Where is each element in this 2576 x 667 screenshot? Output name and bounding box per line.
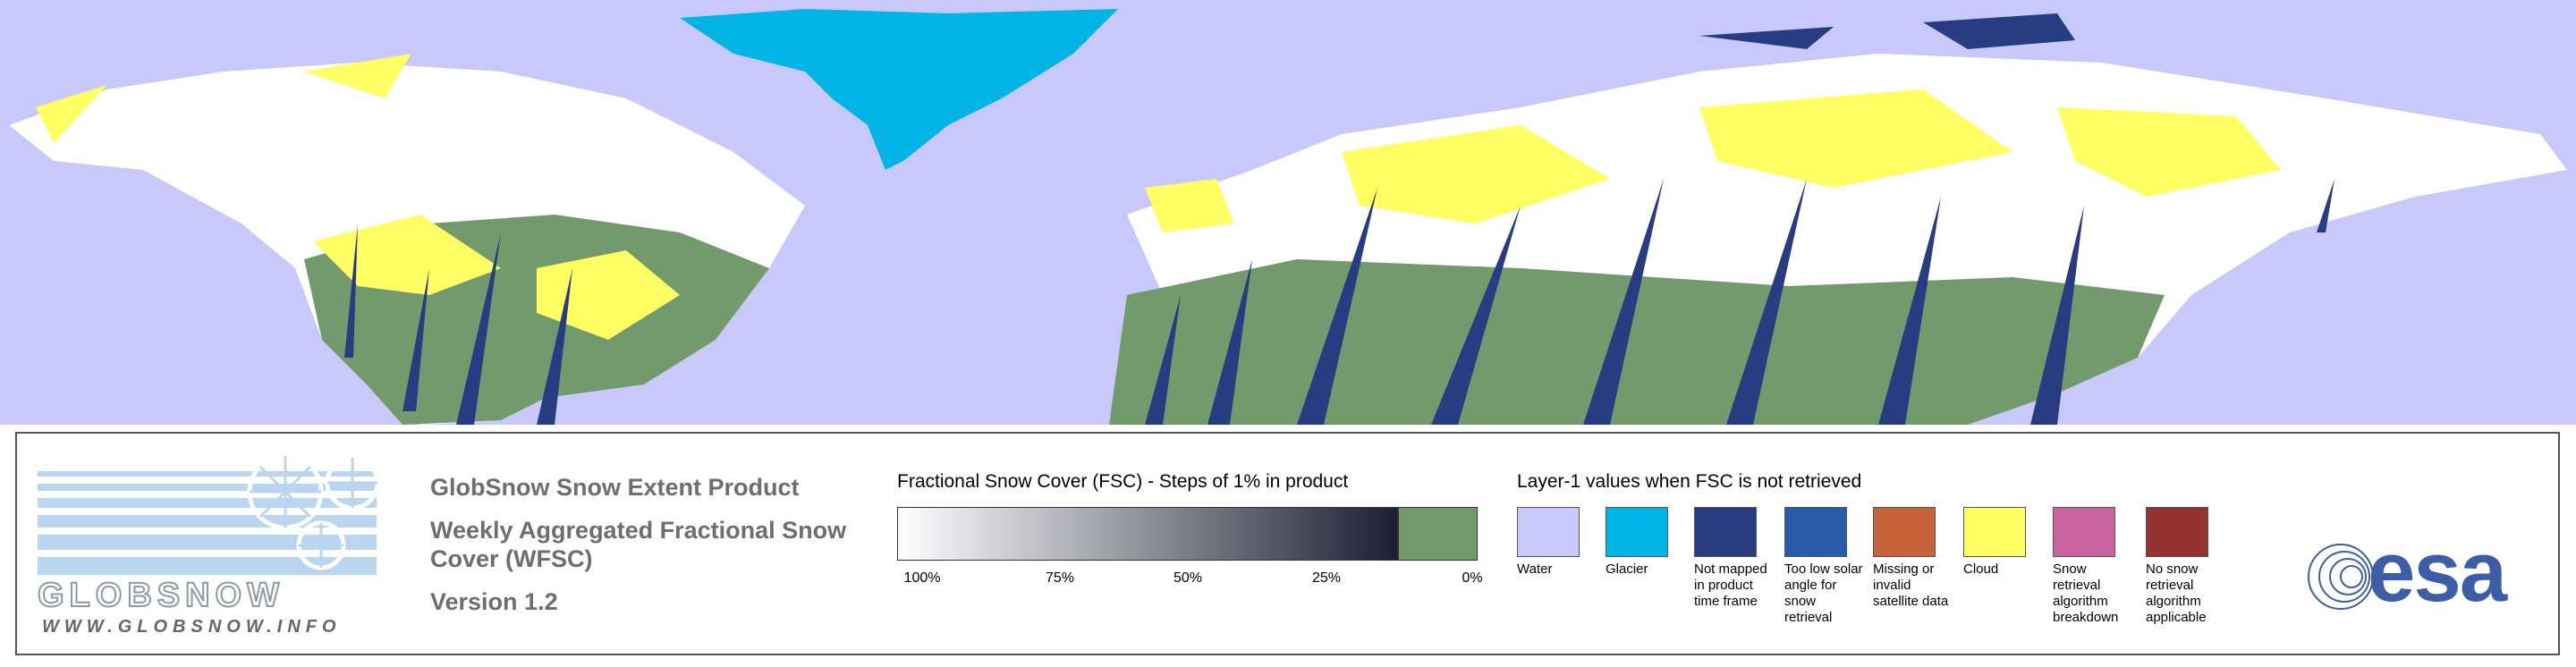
logo-stripe [38, 515, 377, 528]
legend-label: No snow retrieval algorithm applicable [2146, 561, 2207, 625]
unmapped-swaths [344, 179, 2334, 425]
logo-name: GLOBSNOW [37, 576, 284, 615]
eurasia-cloud [1145, 89, 2281, 232]
fsc-tick-label: 50% [1173, 570, 1203, 586]
legend-swatch [1694, 507, 1757, 557]
legend-swatch [1873, 507, 1936, 557]
fsc-tick-label: 75% [1045, 570, 1075, 586]
snowflakes [247, 453, 380, 570]
product-version: Version 1.2 [430, 588, 558, 615]
legend-label: Snow retrieval algorithm breakdown [2053, 561, 2119, 625]
greenland [680, 9, 1118, 170]
legend-label: Cloud [1963, 561, 1999, 577]
legend-label: Glacier [1606, 561, 1648, 577]
legend-label: Water [1517, 561, 1553, 577]
legend-swatch [2146, 507, 2208, 557]
north-america-cloud [313, 215, 680, 340]
fsc-tick-label: 0% [1462, 570, 1483, 586]
legend-swatch [1517, 507, 1580, 557]
fsc-tick-label: 100% [903, 570, 941, 586]
arctic-islands [1699, 13, 2075, 49]
fsc-zero-swatch [1398, 507, 1478, 561]
arctic-cloud [36, 54, 411, 143]
legend-swatch [2053, 507, 2115, 557]
fsc-tick-label: 25% [1311, 570, 1342, 586]
legend-swatch [1963, 507, 2026, 557]
legend-label: Too low solar angle for snow retrieval [1784, 561, 1863, 625]
logo-stripe [38, 484, 377, 491]
logo-url: WWW.GLOBSNOW.INFO [42, 617, 342, 637]
fsc-title: Fractional Snow Cover (FSC) - Steps of 1… [897, 471, 1349, 492]
logo-stripe [38, 535, 377, 550]
layer1-title: Layer-1 values when FSC is not retrieved [1517, 471, 1862, 492]
legend-panel: GLOBSNOW WWW.GLOBSNOW.INFO GlobSnow Snow… [15, 432, 2560, 655]
logo-stripe [38, 471, 377, 477]
product-title: GlobSnow Snow Extent Product [430, 474, 800, 501]
legend-label: Not mapped in product time frame [1694, 561, 1767, 609]
esa-rings [2308, 544, 2374, 610]
logo-stripe [38, 498, 377, 508]
esa-logo: esa [2368, 524, 2507, 620]
logo-stripe [38, 557, 377, 575]
fsc-colorbar [897, 507, 1398, 561]
product-subtitle: Weekly Aggregated Fractional Snow Cover … [430, 517, 847, 572]
legend-swatch [1606, 507, 1668, 557]
logo: GLOBSNOW WWW.GLOBSNOW.INFO [17, 434, 393, 657]
snow-map [0, 0, 2576, 425]
legend-swatch [1784, 507, 1847, 557]
legend-label: Missing or invalid satellite data [1873, 561, 1949, 609]
